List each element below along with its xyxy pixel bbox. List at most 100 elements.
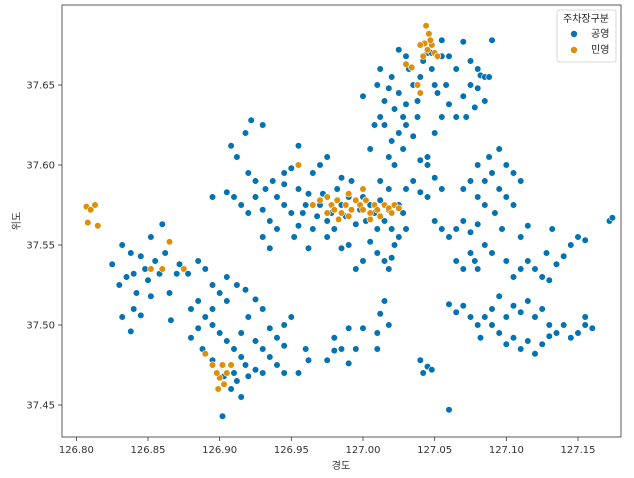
point-public-96 [251, 193, 260, 201]
point-public-10 [147, 233, 155, 241]
point-public-186 [431, 81, 439, 89]
point-public-271 [545, 276, 553, 284]
x-tick-label: 126.90 [202, 445, 237, 456]
point-public-78 [352, 345, 360, 353]
point-public-87 [419, 369, 427, 377]
point-public-290 [495, 292, 503, 300]
point-public-31 [201, 313, 209, 321]
y-axis-title: 위도 [10, 212, 23, 230]
point-private-60 [426, 36, 435, 44]
point-public-276 [581, 236, 589, 244]
y-tick-label: 37.45 [26, 401, 55, 412]
point-public-79 [359, 324, 367, 332]
point-public-264 [474, 265, 482, 273]
point-public-80 [345, 324, 353, 332]
point-public-102 [294, 185, 303, 193]
point-public-172 [380, 97, 389, 105]
point-public-64 [280, 321, 288, 329]
point-public-265 [502, 257, 510, 265]
point-public-251 [466, 177, 475, 185]
point-public-98 [266, 217, 274, 225]
point-public-297 [545, 321, 553, 329]
point-public-294 [524, 297, 532, 305]
point-public-197 [413, 113, 422, 121]
point-public-231 [431, 174, 439, 182]
point-public-86 [416, 356, 424, 364]
legend-marker-private [570, 46, 578, 54]
point-public-236 [445, 233, 453, 241]
point-public-237 [452, 225, 460, 233]
point-public-164 [304, 244, 313, 252]
point-public-92 [223, 188, 231, 196]
point-public-65 [287, 313, 295, 321]
point-public-127 [323, 217, 331, 225]
point-private-39 [388, 209, 396, 217]
point-public-135 [352, 220, 360, 228]
point-public-156 [337, 244, 346, 252]
point-public-218 [459, 38, 467, 46]
point-private-9 [201, 350, 209, 358]
point-private-57 [425, 30, 433, 38]
point-public-258 [488, 249, 496, 257]
point-public-32 [194, 324, 202, 332]
point-public-17 [147, 292, 155, 300]
point-public-150 [373, 249, 381, 257]
point-public-158 [309, 169, 317, 177]
point-private-25 [337, 209, 346, 217]
point-public-253 [485, 153, 493, 161]
point-public-222 [466, 57, 475, 65]
point-public-155 [345, 241, 353, 249]
point-public-75 [330, 334, 338, 342]
point-public-307 [502, 340, 510, 348]
point-public-292 [509, 302, 518, 310]
point-public-244 [488, 169, 496, 177]
point-public-20 [167, 316, 175, 324]
point-private-33 [366, 209, 374, 217]
point-public-56 [244, 313, 252, 321]
point-public-58 [251, 337, 260, 345]
point-public-46 [218, 412, 227, 420]
point-private-19 [309, 201, 317, 209]
point-public-284 [452, 308, 460, 316]
point-public-295 [531, 313, 539, 321]
point-public-38 [237, 353, 245, 361]
point-public-11 [151, 257, 159, 265]
x-tick-label: 127.05 [417, 445, 452, 456]
point-public-28 [216, 289, 224, 297]
point-public-304 [524, 337, 532, 345]
point-public-282 [608, 214, 617, 222]
point-public-177 [399, 113, 407, 121]
point-public-274 [567, 241, 575, 249]
point-private-15 [223, 369, 231, 377]
point-public-7 [137, 252, 145, 260]
point-public-277 [542, 249, 551, 257]
point-public-30 [208, 305, 217, 313]
point-public-63 [266, 324, 274, 332]
point-public-100 [280, 201, 288, 209]
point-public-223 [485, 73, 493, 81]
point-public-280 [524, 222, 532, 230]
point-public-283 [445, 300, 453, 308]
point-private-52 [423, 46, 432, 54]
point-public-81 [373, 329, 381, 337]
point-public-149 [366, 238, 374, 246]
point-public-167 [395, 233, 403, 241]
point-public-153 [359, 257, 367, 265]
point-public-247 [509, 201, 518, 209]
point-public-311 [545, 332, 553, 340]
point-public-142 [376, 196, 384, 204]
point-public-305 [517, 345, 525, 353]
point-public-191 [380, 121, 389, 129]
point-public-310 [538, 340, 546, 348]
point-public-219 [488, 36, 496, 44]
point-public-4 [127, 249, 135, 257]
point-public-192 [388, 137, 396, 145]
point-public-207 [452, 113, 460, 121]
y-tick-label: 37.55 [26, 241, 55, 252]
points-layer [82, 22, 617, 420]
point-public-119 [294, 222, 303, 230]
point-public-14 [161, 249, 169, 257]
point-private-3 [84, 219, 92, 227]
point-public-275 [574, 233, 582, 241]
